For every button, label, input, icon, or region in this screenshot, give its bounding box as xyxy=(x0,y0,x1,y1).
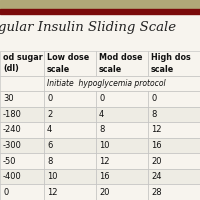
Bar xyxy=(44,169,96,184)
Text: Initiate  hypoglycemia protocol: Initiate hypoglycemia protocol xyxy=(47,79,166,88)
Bar xyxy=(0,9,200,14)
Text: 0: 0 xyxy=(151,94,156,103)
Bar xyxy=(44,51,96,76)
Bar xyxy=(44,138,96,153)
Text: 8: 8 xyxy=(99,125,104,134)
Text: 28: 28 xyxy=(151,188,162,197)
Bar xyxy=(44,153,96,169)
Text: 4: 4 xyxy=(47,125,52,134)
Text: od sugar
(dl): od sugar (dl) xyxy=(3,53,43,73)
Text: 8: 8 xyxy=(47,157,52,166)
Bar xyxy=(44,122,96,138)
Bar xyxy=(0,91,44,107)
Bar xyxy=(148,184,200,200)
Text: 16: 16 xyxy=(99,172,110,181)
Bar xyxy=(148,153,200,169)
Text: 12: 12 xyxy=(151,125,162,134)
Bar xyxy=(0,0,200,9)
Bar xyxy=(44,91,96,107)
Bar xyxy=(96,153,148,169)
Text: 6: 6 xyxy=(47,141,52,150)
Text: 20: 20 xyxy=(151,157,162,166)
Text: 10: 10 xyxy=(47,172,58,181)
Bar xyxy=(44,76,200,91)
Bar xyxy=(96,184,148,200)
Text: 8: 8 xyxy=(151,110,156,119)
Bar xyxy=(0,138,44,153)
Text: 4: 4 xyxy=(99,110,104,119)
Text: 0: 0 xyxy=(47,94,52,103)
Bar xyxy=(148,91,200,107)
Bar xyxy=(148,169,200,184)
Bar xyxy=(44,107,96,122)
Bar xyxy=(0,122,44,138)
Bar xyxy=(0,51,44,76)
Bar xyxy=(96,51,148,76)
Bar xyxy=(0,153,44,169)
Text: -180: -180 xyxy=(3,110,22,119)
Bar xyxy=(96,169,148,184)
Bar xyxy=(148,138,200,153)
Text: 0: 0 xyxy=(3,188,8,197)
Bar xyxy=(44,184,96,200)
Bar xyxy=(148,122,200,138)
Bar xyxy=(0,184,44,200)
Text: 30: 30 xyxy=(3,94,14,103)
Text: 24: 24 xyxy=(151,172,162,181)
Text: 12: 12 xyxy=(99,157,110,166)
Bar xyxy=(148,107,200,122)
Text: 20: 20 xyxy=(99,188,110,197)
Text: -400: -400 xyxy=(3,172,22,181)
Bar xyxy=(0,76,44,91)
Bar xyxy=(96,122,148,138)
Text: 2: 2 xyxy=(47,110,52,119)
Text: gular Insulin Sliding Scale: gular Insulin Sliding Scale xyxy=(0,21,176,34)
Text: 10: 10 xyxy=(99,141,110,150)
Text: 12: 12 xyxy=(47,188,58,197)
Bar xyxy=(96,138,148,153)
Text: Mod dose
scale: Mod dose scale xyxy=(99,53,142,73)
Text: 0: 0 xyxy=(99,94,104,103)
Bar xyxy=(96,91,148,107)
Text: High dos
scale: High dos scale xyxy=(151,53,191,73)
Bar xyxy=(0,169,44,184)
Text: 16: 16 xyxy=(151,141,162,150)
Bar xyxy=(96,107,148,122)
Text: -50: -50 xyxy=(3,157,16,166)
Bar xyxy=(148,51,200,76)
Text: -300: -300 xyxy=(3,141,22,150)
Text: Low dose
scale: Low dose scale xyxy=(47,53,89,73)
Bar xyxy=(0,107,44,122)
Text: -240: -240 xyxy=(3,125,22,134)
